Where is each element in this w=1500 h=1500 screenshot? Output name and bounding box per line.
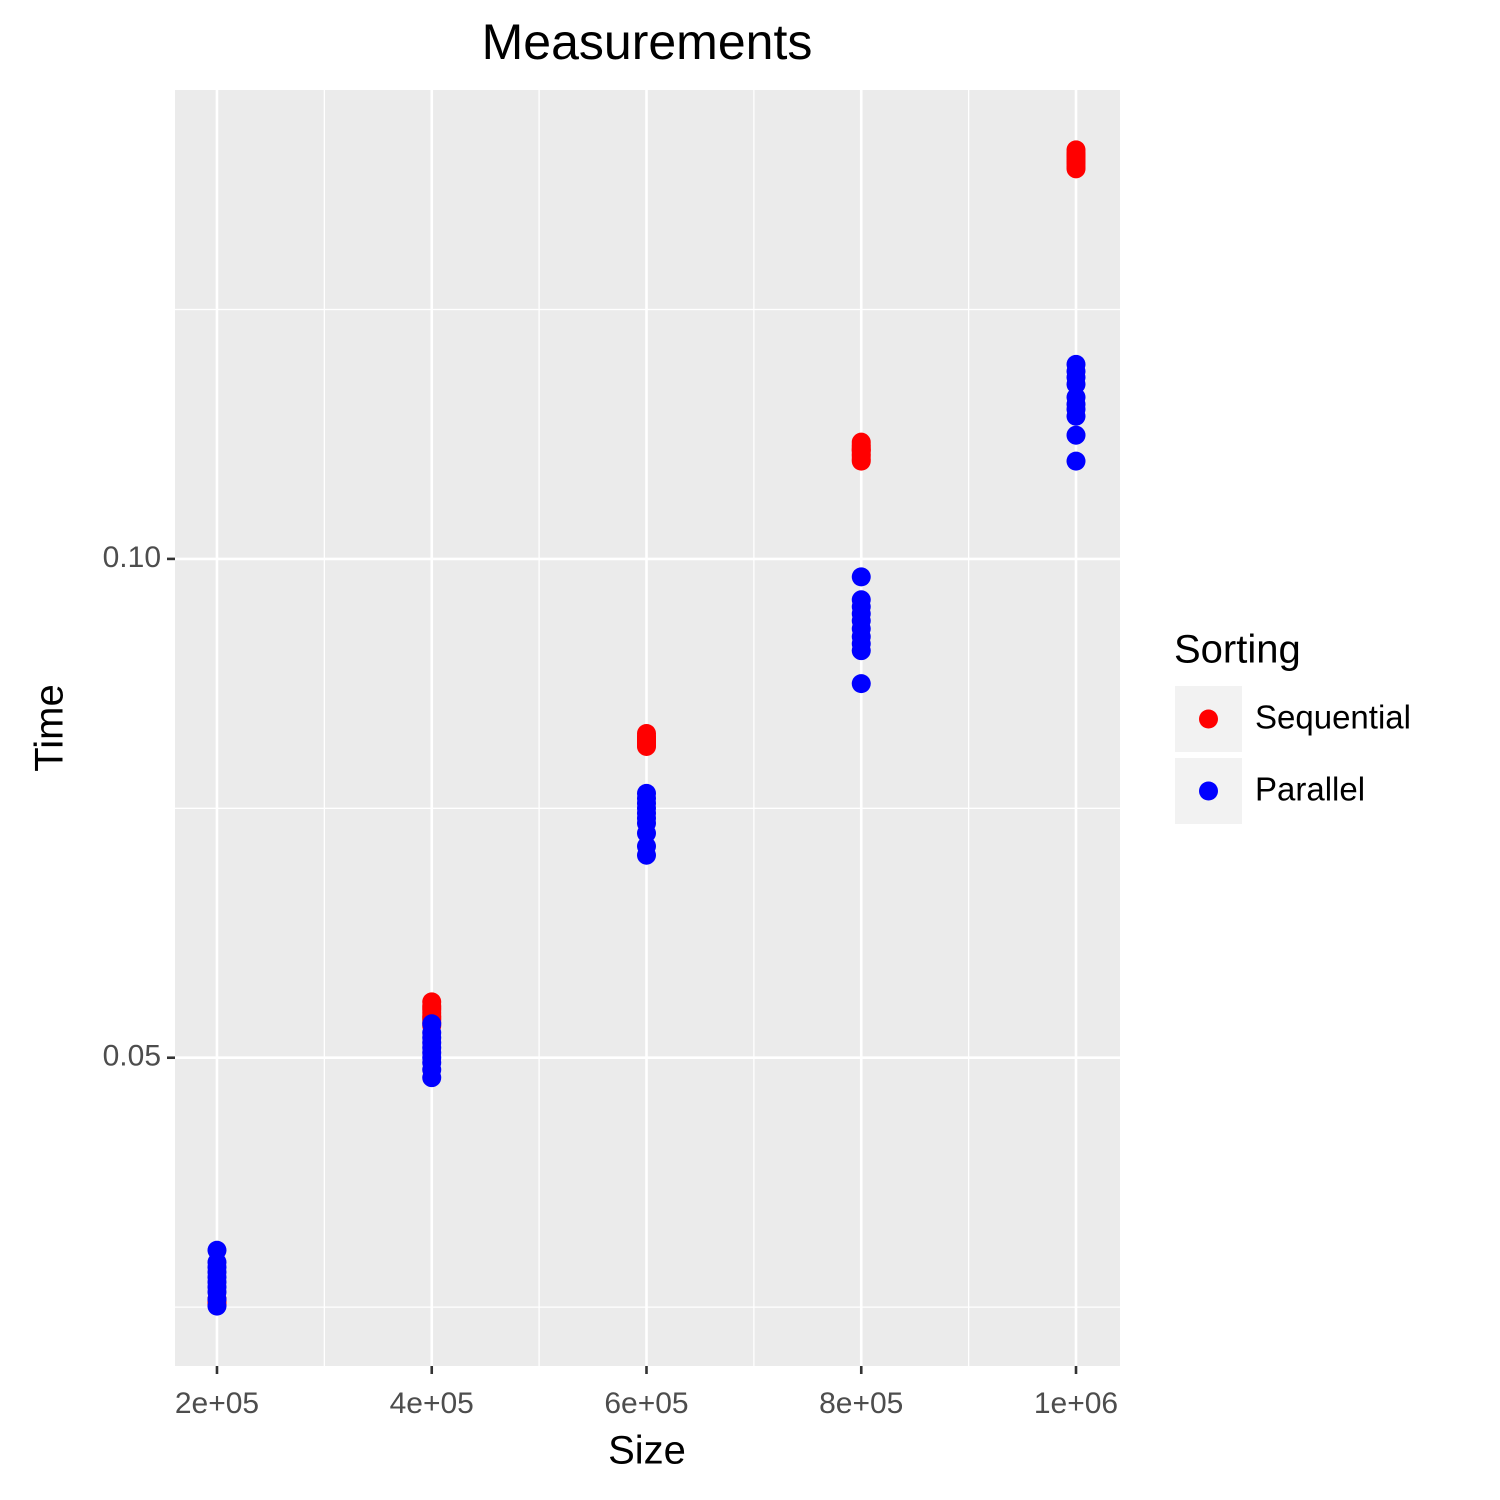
legend-label: Parallel bbox=[1255, 771, 1365, 808]
x-tick-label: 8e+05 bbox=[819, 1387, 903, 1420]
point bbox=[636, 845, 656, 865]
point bbox=[851, 674, 871, 694]
point bbox=[851, 641, 871, 661]
x-tick-label: 6e+05 bbox=[604, 1387, 688, 1420]
point bbox=[1066, 406, 1086, 426]
point bbox=[851, 440, 871, 460]
point bbox=[422, 1068, 442, 1088]
point bbox=[851, 567, 871, 587]
legend-marker bbox=[1199, 709, 1218, 729]
legend-title: Sorting bbox=[1174, 628, 1301, 672]
x-tick-label: 4e+05 bbox=[390, 1387, 474, 1420]
y-tick-label: 0.10 bbox=[103, 541, 161, 574]
point bbox=[207, 1296, 227, 1316]
legend-marker bbox=[1199, 781, 1218, 801]
point bbox=[1066, 146, 1086, 166]
chart-title: Measurements bbox=[482, 14, 813, 70]
legend-label: Sequential bbox=[1255, 699, 1411, 736]
y-tick-label: 0.05 bbox=[103, 1040, 161, 1073]
x-tick-label: 2e+05 bbox=[175, 1387, 259, 1420]
x-axis-label: Size bbox=[608, 1429, 686, 1473]
point bbox=[1066, 425, 1086, 445]
point bbox=[1066, 451, 1086, 471]
point bbox=[636, 731, 656, 751]
x-tick-label: 1e+06 bbox=[1034, 1387, 1118, 1420]
y-axis-label: Time bbox=[28, 684, 72, 771]
